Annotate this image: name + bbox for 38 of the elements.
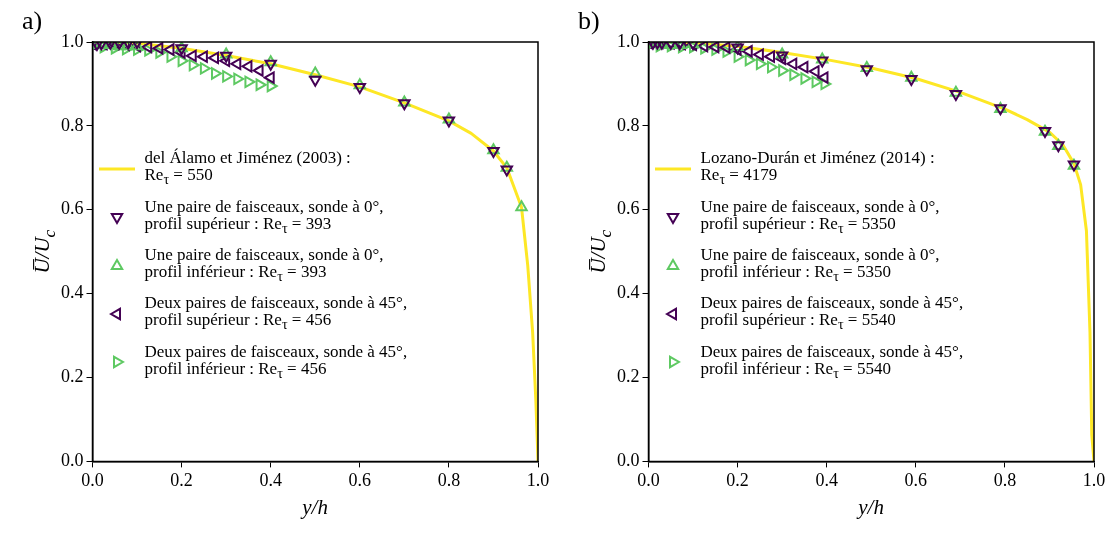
y-tick-label: 0.6 [617,198,640,219]
x-tick-label: 0.4 [259,469,282,490]
legend-label: Deux paires de faisceaux, sonde à 45°, profil supérieur : Re$_{τ}$ = 5540 [700,293,964,334]
y-tick-label: 1.0 [617,30,640,51]
legend-label: Une paire de faisceaux, sonde à 0°, profil inférieur : Re$_{τ}$ = 393 [144,244,384,286]
legend-label: Deux paires de faisceaux, sonde à 45°, profil inférieur : Re$_{τ}$ = 456 [144,341,408,383]
legend-label: Lozano-Durán et Jiménez (2014) : Re$_{τ}$ = 4179 [700,148,935,189]
legend-label: Deux paires de faisceaux, sonde à 45°, profil supérieur : Re$_{τ}$ = 456 [144,293,408,334]
x-tick-label: 0.8 [437,469,461,490]
y-tick-label: 0.4 [617,282,640,303]
x-axis-title: y/h [858,495,884,521]
y-tick-label: 0.8 [61,114,84,135]
y-tick-label: 0.2 [61,366,84,387]
y-tick-label: 0.2 [617,366,640,387]
y-tick-label: 0.6 [61,198,84,219]
x-tick-label: 0.8 [993,469,1017,490]
y-tick-label: 0.0 [617,450,640,471]
x-tick-label: 0.0 [637,469,660,490]
legend-label: Une paire de faisceaux, sonde à 0°, profil supérieur : Re$_{τ}$ = 393 [144,196,384,237]
legend-label: Une paire de faisceaux, sonde à 0°, profil inférieur : Re$_{τ}$ = 5350 [700,244,940,286]
chart-title: b) [578,6,600,36]
x-tick-label: 1.0 [1082,469,1106,490]
x-tick-label: 0.2 [170,469,193,490]
y-tick-label: 0.4 [61,282,84,303]
x-axis-title: y/h [302,495,328,521]
x-tick-label: 0.2 [726,469,749,490]
x-tick-label: 1.0 [526,469,550,490]
y-tick-label: 0.8 [617,114,640,135]
chart-title: a) [22,6,43,36]
x-tick-label: 0.0 [81,469,104,490]
x-tick-label: 0.4 [815,469,838,490]
x-tick-label: 0.6 [348,469,372,490]
y-tick-label: 1.0 [61,30,84,51]
legend-label: Deux paires de faisceaux, sonde à 45°, profil inférieur : Re$_{τ}$ = 5540 [700,341,964,383]
legend-label: del Álamo et Jiménez (2003) : Re$_{τ}$ = 550 [144,148,351,189]
x-tick-label: 0.6 [904,469,928,490]
y-tick-label: 0.0 [61,450,84,471]
legend-label: Une paire de faisceaux, sonde à 0°, profil supérieur : Re$_{τ}$ = 5350 [700,196,940,237]
